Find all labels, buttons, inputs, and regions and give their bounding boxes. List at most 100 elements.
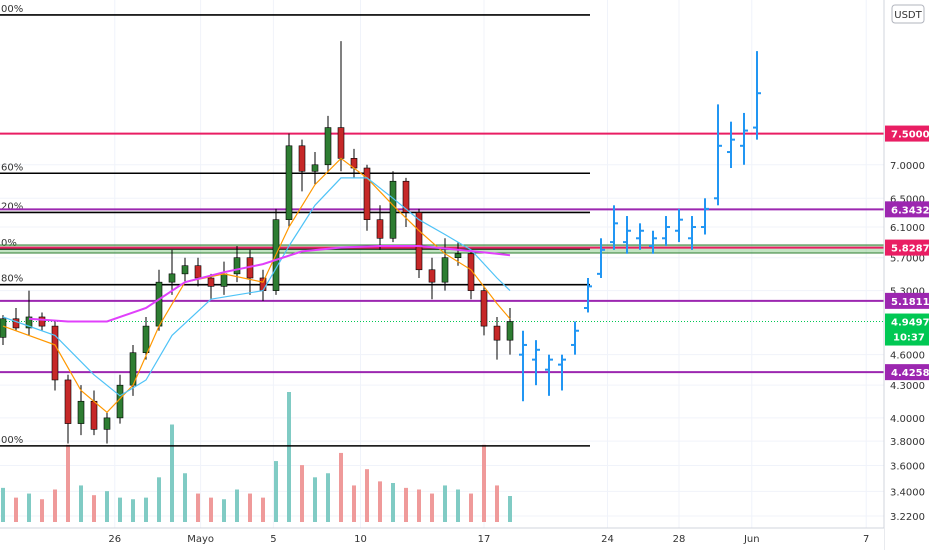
fib-label: 00% <box>1 4 23 15</box>
x-tick-label: 26 <box>108 534 121 545</box>
price-axis: USDT 7.0000 6.5000 6.1000 5.7000 5.3000 4.6000… <box>883 0 932 550</box>
x-tick-label: Jun <box>743 534 760 545</box>
candle-body <box>376 219 384 239</box>
volume-bar <box>92 495 96 522</box>
y-tick-label: 4.0000 <box>890 414 925 425</box>
time-axis: 26 Mayo 5 10 17 24 28 Jun 7 <box>0 527 884 550</box>
indicator-line <box>2 177 511 397</box>
price-level-label: 4.4258 <box>891 368 930 379</box>
volume-bar <box>378 481 382 522</box>
y-tick-label: 7.0000 <box>890 161 925 172</box>
volume-bar <box>40 499 44 522</box>
volume-bar <box>430 493 434 522</box>
fib-label: 00% <box>1 435 23 446</box>
candle-body <box>389 180 397 239</box>
volume-bar <box>469 493 473 522</box>
volume-bar <box>404 487 408 522</box>
candle-body <box>142 325 150 354</box>
price-level-badge <box>885 125 929 142</box>
volume-bar <box>313 477 317 522</box>
volume-bar <box>365 469 369 522</box>
volume-bar <box>222 499 226 522</box>
y-tick-label: 3.6000 <box>890 462 925 473</box>
currency-badge <box>891 4 925 24</box>
volume-bar <box>118 497 122 522</box>
fib-label: 80% <box>1 274 23 285</box>
volume-bar <box>183 473 187 522</box>
volume-bar <box>456 489 460 522</box>
candle-body <box>38 316 46 327</box>
candle-body <box>285 145 293 220</box>
candle-body <box>77 400 85 424</box>
price-level-label: 7.5000 <box>891 130 930 141</box>
x-tick-label: 5 <box>270 534 276 545</box>
volume-bar <box>1 487 5 522</box>
candle-body <box>90 400 98 430</box>
candle-body <box>220 273 228 287</box>
volume-bar <box>287 392 291 522</box>
price-level-badge <box>885 292 929 309</box>
fib-label: 60% <box>1 162 23 173</box>
x-tick-label: Mayo <box>187 534 214 545</box>
candle-body <box>480 290 488 327</box>
candle-body <box>25 316 33 329</box>
volume-bar <box>14 497 18 522</box>
y-tick-label: 5.7000 <box>890 254 925 265</box>
candle-body <box>454 253 462 258</box>
countdown-label: 10:37 <box>893 333 925 344</box>
candle-body <box>51 325 59 381</box>
volume-bar <box>79 485 83 522</box>
indicator-line <box>28 245 511 323</box>
candle-body <box>311 164 319 172</box>
volume-bar <box>391 483 395 522</box>
candle-body <box>0 318 7 338</box>
volume-bar <box>66 444 70 522</box>
candle-body <box>428 269 436 283</box>
volume-bar <box>170 424 174 522</box>
volume-bar <box>248 493 252 522</box>
volume-bar <box>417 489 421 522</box>
x-tick-label: 10 <box>354 534 367 545</box>
volume-bar <box>326 473 330 522</box>
projection-bars <box>519 51 761 402</box>
fib-label: 20% <box>1 201 23 212</box>
volume-bar <box>508 496 512 522</box>
volume-bar <box>209 497 213 522</box>
y-tick-label: 3.2200 <box>890 512 925 523</box>
y-tick-label: 5.3000 <box>890 287 925 298</box>
candle-body <box>415 212 423 271</box>
volume-bar <box>27 493 31 522</box>
candle-body <box>324 127 332 166</box>
price-level-label: 6.3432 <box>891 205 930 216</box>
y-tick-label: 3.8000 <box>890 437 925 448</box>
y-tick-label: 6.1000 <box>890 223 925 234</box>
y-tick-label: 3.4000 <box>890 487 925 498</box>
candle-body <box>493 325 501 341</box>
candle-body <box>12 318 20 329</box>
current-price-badge <box>885 313 929 346</box>
candle-body <box>168 273 176 283</box>
volume-bar <box>274 461 278 522</box>
candle-body <box>298 145 306 172</box>
candle-body <box>103 417 111 430</box>
candle-body <box>181 265 189 275</box>
y-tick-label: 4.3000 <box>890 381 925 392</box>
candle-body <box>207 277 215 287</box>
fib-label: 0% <box>1 238 17 249</box>
price-level-badge <box>885 201 929 218</box>
candle-body <box>506 321 514 341</box>
volume-bar <box>495 485 499 522</box>
volume-bar <box>339 452 343 522</box>
volume-bar <box>352 485 356 522</box>
candle-body <box>155 281 163 327</box>
price-level-badge <box>885 239 929 256</box>
volume-bars <box>1 392 512 522</box>
volume-bar <box>482 444 486 522</box>
x-tick-label: 7 <box>863 534 869 545</box>
volume-bar <box>235 489 239 522</box>
price-axis-bg <box>884 0 932 550</box>
x-tick-label: 28 <box>673 534 686 545</box>
price-level-label: 5.8287 <box>891 244 930 255</box>
volume-bar <box>196 493 200 522</box>
